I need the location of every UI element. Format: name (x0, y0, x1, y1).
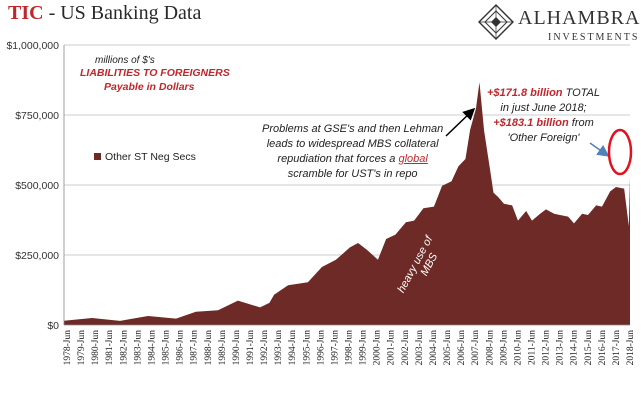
legend-label: Other ST Neg Secs (105, 151, 196, 163)
x-tick-label: 2015-Jun (584, 330, 594, 366)
x-tick-label: 2004-Jun (429, 330, 439, 366)
logo-name: ALHAMBRA (518, 7, 641, 29)
x-tick-label: 1982-Jun (119, 330, 129, 366)
legend-swatch (94, 153, 101, 160)
x-tick-label: 1992-Jun (260, 330, 270, 366)
x-tick-label: 1980-Jun (91, 330, 101, 366)
x-tick-label: 2018-Jun (626, 330, 636, 366)
x-tick-label: 2006-Jun (457, 330, 467, 366)
foreign-line2: 'Other Foreign' (507, 132, 580, 144)
foreign-arrow (589, 142, 610, 157)
gse-line4: scramble for UST's in repo (287, 168, 418, 180)
foreign-text: from (568, 117, 594, 129)
x-tick-label: 1994-Jun (288, 330, 298, 366)
x-tick-label: 1995-Jun (302, 330, 312, 366)
x-tick-label: 1985-Jun (162, 330, 172, 366)
x-tick-label: 2014-Jun (570, 330, 580, 366)
x-tick-label: 1993-Jun (274, 330, 284, 366)
page-title: TIC - US Banking Data (8, 2, 201, 25)
x-tick-label: 1979-Jun (77, 330, 87, 366)
chart-subtitle-line1: LIABILITIES TO FOREIGNERS (80, 67, 230, 79)
y-tick-label: $0 (47, 320, 59, 332)
x-tick-label: 1996-Jun (316, 330, 326, 366)
x-tick-label: 1983-Jun (133, 330, 143, 366)
series-area (64, 82, 630, 325)
x-tick-label: 1998-Jun (345, 330, 355, 366)
gse-line3b: global (398, 153, 428, 165)
x-tick-label: 2011-Jun (527, 330, 537, 365)
x-tick-label: 2016-Jun (598, 330, 608, 366)
title-rest: - US Banking Data (43, 2, 202, 24)
gse-line2: leads to widespread MBS collateral (266, 138, 439, 150)
total-annotation: +$171.8 billion TOTAL in just June 2018;… (487, 86, 600, 146)
x-tick-label: 1986-Jun (176, 330, 186, 366)
x-tick-label: 2008-Jun (485, 330, 495, 366)
x-tick-label: 1984-Jun (147, 330, 157, 366)
x-tick-label: 2003-Jun (415, 330, 425, 366)
x-tick-label: 1987-Jun (190, 330, 200, 366)
x-tick-label: 1990-Jun (232, 330, 242, 366)
x-tick-label: 1999-Jun (359, 330, 369, 366)
x-tick-label: 2005-Jun (443, 330, 453, 366)
total-text: TOTAL (562, 87, 601, 99)
highlight-circle (607, 128, 633, 176)
x-tick-label: 1991-Jun (246, 330, 256, 366)
x-tick-label: 2009-Jun (499, 330, 509, 366)
x-tick-label: 2000-Jun (373, 330, 383, 366)
gse-line3: repudiation that forces a global (262, 152, 443, 167)
x-tick-label: 1989-Jun (218, 330, 228, 366)
x-tick-label: 1981-Jun (105, 330, 115, 366)
logo-subtitle: INVESTMENTS (548, 32, 640, 43)
x-tick-label: 1978-Jun (63, 330, 73, 366)
x-tick-label: 2012-Jun (542, 330, 552, 366)
gse-line1: Problems at GSE's and then Lehman (262, 123, 444, 135)
y-tick-label: $250,000 (15, 250, 59, 262)
axes (63, 45, 630, 326)
title-prefix: TIC (8, 2, 44, 24)
x-tick-label: 2007-Jun (471, 330, 481, 366)
y-tick-label: $750,000 (15, 110, 59, 122)
x-tick-label: 2017-Jun (612, 330, 622, 366)
foreign-line1: +$183.1 billion from (487, 116, 600, 131)
y-tick-label: $1,000,000 (6, 40, 59, 52)
chart-subtitle-line2: Payable in Dollars (104, 81, 195, 93)
units-note: millions of $'s (95, 55, 155, 66)
x-tick-label: 1997-Jun (330, 330, 340, 366)
x-tick-label: 2002-Jun (401, 330, 411, 366)
logo-emblem-icon (478, 4, 514, 40)
total-amount: +$171.8 billion (487, 87, 563, 99)
total-line2: in just June 2018; (500, 102, 587, 114)
x-tick-label: 2013-Jun (556, 330, 566, 366)
gse-line3a: repudiation that forces a (277, 153, 399, 165)
gse-annotation: Problems at GSE's and then Lehman leads … (262, 122, 443, 182)
y-tick-label: $500,000 (15, 180, 59, 192)
gse-arrow (445, 107, 476, 137)
x-tick-label: 2010-Jun (513, 330, 523, 366)
total-line1: +$171.8 billion TOTAL (487, 86, 600, 101)
y-axis-tick-labels: $0 $250,000 $500,000 $750,000 $1,000,000 (6, 40, 59, 332)
x-tick-label: 1988-Jun (204, 330, 214, 366)
x-axis-tick-labels: 1978-Jun 1979-Jun 1980-Jun 1981-Jun 1982-Jun… (63, 330, 636, 366)
foreign-amount: +$183.1 billion (493, 117, 569, 129)
x-tick-label: 2001-Jun (387, 330, 397, 366)
